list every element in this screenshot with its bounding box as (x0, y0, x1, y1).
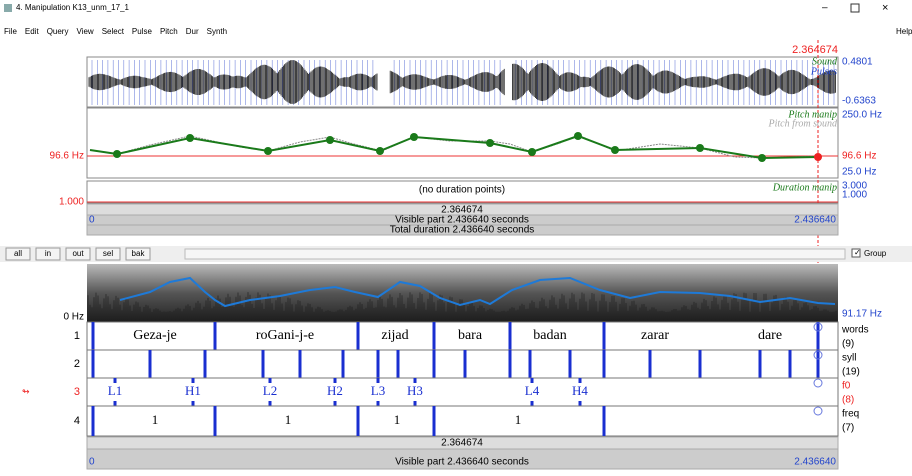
interval-label: zarar (641, 328, 669, 343)
visible-start: 0 (89, 215, 95, 226)
interval-label: L2 (263, 383, 277, 398)
duration-bottom: 1.000 (842, 190, 867, 201)
interval-label: roGani-j-e (256, 328, 314, 343)
sound-max: 0.4801 (842, 57, 873, 68)
menu-item[interactable]: View (76, 27, 93, 36)
tier-count: (8) (842, 395, 854, 406)
interval-label: L4 (525, 383, 540, 398)
interval-label: 1 (394, 412, 401, 427)
pitch-bottom: 25.0 Hz (842, 167, 876, 178)
interval-label: 1 (152, 412, 159, 427)
tier-number: 4 (74, 415, 80, 427)
menu-item[interactable]: Query (47, 27, 69, 36)
tier-number: 2 (74, 358, 80, 370)
tier-arrow: ↬ (22, 386, 30, 396)
interval-label: 1 (285, 412, 292, 427)
tier-name: freq (842, 409, 859, 420)
page: 4. Manipulation K13_unm_17_1 – × Help Fi… (0, 0, 912, 471)
tier-number: 3 (74, 386, 80, 398)
pitch-sound-label: Pitch from sound (767, 118, 838, 129)
interval-label: badan (533, 328, 566, 343)
interval-label: H2 (327, 383, 343, 398)
praat-window: 4. Manipulation K13_unm_17_1 – × Help Fi… (0, 0, 912, 471)
interval-label: 1 (515, 412, 522, 427)
tier-number: 1 (74, 330, 80, 342)
window-title: 4. Manipulation K13_unm_17_1 (16, 3, 130, 12)
pitch-panel (87, 108, 838, 178)
duration-left-value: 1.000 (59, 197, 84, 208)
zoom-button-label: out (72, 249, 84, 258)
pulses-label: Pulses (810, 66, 837, 77)
pitch-top: 250.0 Hz (842, 110, 882, 121)
menu-item[interactable]: Pitch (160, 27, 178, 36)
duration-empty: (no duration points) (419, 185, 505, 196)
tier-name: words (841, 325, 869, 336)
close[interactable]: × (882, 2, 888, 14)
spec-bottom: 0 Hz (63, 312, 84, 323)
sound-min: -0.6363 (842, 96, 876, 107)
tier-count: (7) (842, 423, 854, 434)
group-check: ✓ (854, 248, 861, 257)
tier-count: (19) (842, 367, 860, 378)
zoom-button-label: sel (103, 249, 113, 258)
menu-item[interactable]: File (4, 27, 17, 36)
visible-2-end: 2.436640 (794, 457, 836, 468)
tier (87, 406, 838, 436)
menu-item[interactable]: Synth (207, 27, 227, 36)
group-label: Group (864, 249, 887, 258)
total-text: Total duration 2.436640 seconds (390, 225, 535, 236)
visible-end: 2.436640 (794, 215, 836, 226)
interval-label: L1 (108, 383, 122, 398)
tier-name: syll (842, 353, 856, 364)
menu-item[interactable]: Pulse (132, 27, 153, 36)
visible-2-text: Visible part 2.436640 seconds (395, 457, 529, 468)
zoom-button-label: in (45, 249, 51, 258)
interval-label: H3 (407, 383, 423, 398)
scrollbar[interactable] (185, 249, 845, 259)
interval-label: Geza-je (133, 328, 177, 343)
interval-label: L3 (371, 383, 385, 398)
interval-label: zijad (381, 328, 408, 343)
tier-name: f0 (842, 381, 851, 392)
pitch-right-value: 96.6 Hz (842, 151, 876, 162)
spec-pitch: 91.17 Hz (842, 309, 882, 320)
tier-count: (9) (842, 339, 854, 350)
duration-label: Duration manip (772, 182, 837, 193)
interval-label: dare (758, 328, 782, 343)
interval-label: bara (458, 328, 483, 343)
pitch-left-value: 96.6 Hz (50, 151, 84, 162)
app-icon (4, 4, 12, 12)
tier (87, 350, 838, 378)
zoom-button-label: all (14, 249, 22, 258)
minimize[interactable]: – (822, 3, 828, 14)
cursor-bar-2-text: 2.364674 (441, 438, 483, 449)
menu-item[interactable]: Select (102, 27, 125, 36)
menu-item[interactable]: Edit (25, 27, 40, 36)
help-menu[interactable]: Help (896, 27, 912, 36)
menu-item[interactable]: Dur (186, 27, 199, 36)
interval-label: H1 (185, 383, 201, 398)
zoom-button-label: bak (132, 249, 146, 258)
visible-2-start: 0 (89, 457, 95, 468)
cursor-time: 2.364674 (792, 44, 838, 56)
interval-label: H4 (572, 383, 588, 398)
